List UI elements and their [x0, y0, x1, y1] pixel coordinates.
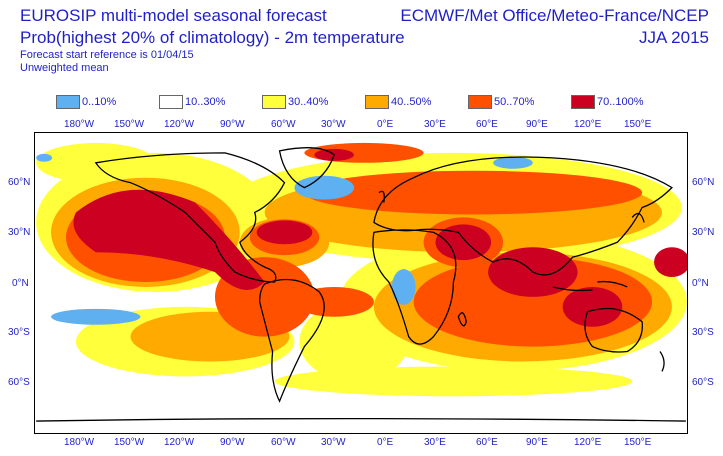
lon-tick-top-5: 30°W: [321, 119, 346, 130]
lon-tick-top-4: 60°W: [271, 119, 296, 130]
legend-label-5: 70..100%: [597, 96, 644, 108]
lon-tick-top-9: 90°E: [526, 119, 548, 130]
africa-coast: [372, 229, 457, 345]
legend-label-1: 10..30%: [185, 96, 226, 108]
lon-tick-top-10: 120°E: [574, 119, 602, 130]
uk-coast: [378, 190, 385, 203]
eurasia-coast: [373, 156, 673, 276]
lon-tick-top-11: 150°E: [624, 119, 652, 130]
legend-swatch-0: [56, 95, 80, 109]
greenland-coast: [278, 147, 335, 189]
japan-coast: [631, 212, 645, 223]
legend-swatch-4: [468, 95, 492, 109]
lon-tick-bottom-3: 90°W: [220, 437, 245, 448]
indonesia-coast: [552, 280, 628, 292]
south-america-coast: [259, 278, 325, 403]
legend-swatch-5: [571, 95, 595, 109]
map-subtitle: Prob(highest 20% of climatology) - 2m te…: [20, 28, 405, 47]
lon-tick-bottom-4: 60°W: [271, 437, 296, 448]
lon-tick-bottom-6: 0°E: [377, 437, 394, 448]
season-label: JJA 2015: [639, 28, 709, 47]
forecast-reference: Forecast start reference is 01/04/15: [20, 49, 194, 61]
lon-tick-top-1: 150°W: [114, 119, 145, 130]
probability-map: [34, 132, 688, 434]
lon-tick-top-0: 180°W: [64, 119, 95, 130]
australia-coast: [584, 307, 643, 353]
lon-tick-bottom-1: 150°W: [114, 437, 145, 448]
lon-tick-top-6: 0°E: [377, 119, 394, 130]
map-title: EUROSIP multi-model seasonal forecast: [20, 6, 327, 25]
legend-swatch-2: [262, 95, 286, 109]
lat-tick-right-2: 0°N: [692, 278, 709, 289]
lat-tick-left-2: 0°N: [12, 278, 29, 289]
antarctica-coast: [36, 417, 686, 422]
lat-tick-left-0: 60°N: [8, 177, 31, 188]
lon-tick-bottom-5: 30°W: [321, 437, 346, 448]
north-america-coast: [94, 152, 286, 283]
new-zealand-coast: [659, 351, 665, 372]
lon-tick-bottom-0: 180°W: [64, 437, 95, 448]
lat-tick-left-4: 60°S: [8, 377, 30, 388]
legend-swatch-3: [365, 95, 389, 109]
lon-tick-top-8: 60°E: [476, 119, 498, 130]
lon-tick-top-3: 90°W: [220, 119, 245, 130]
lon-tick-bottom-2: 120°W: [164, 437, 195, 448]
lat-tick-left-3: 30°S: [8, 327, 30, 338]
lat-tick-right-3: 30°S: [692, 327, 714, 338]
lat-tick-left-1: 30°N: [8, 227, 31, 238]
coastlines: [36, 147, 686, 422]
blue-fields: [36, 153, 533, 325]
lat-tick-right-1: 30°N: [692, 227, 715, 238]
lon-tick-bottom-10: 120°E: [574, 437, 602, 448]
lon-tick-top-7: 30°E: [424, 119, 446, 130]
legend-swatch-1: [159, 95, 183, 109]
lon-tick-bottom-8: 60°E: [476, 437, 498, 448]
legend-label-4: 50..70%: [494, 96, 535, 108]
lon-tick-bottom-9: 90°E: [526, 437, 548, 448]
madagascar-coast: [457, 312, 467, 327]
legend-label-2: 30..40%: [288, 96, 329, 108]
lon-tick-bottom-7: 30°E: [424, 437, 446, 448]
lat-tick-right-4: 60°S: [692, 377, 714, 388]
legend-label-0: 0..10%: [82, 96, 117, 108]
mean-note: Unweighted mean: [20, 62, 109, 74]
lat-tick-right-0: 60°N: [692, 177, 715, 188]
centres-label: ECMWF/Met Office/Meteo-France/NCEP: [400, 6, 709, 25]
lon-tick-top-2: 120°W: [164, 119, 195, 130]
legend-label-3: 40..50%: [391, 96, 432, 108]
lon-tick-bottom-11: 150°E: [624, 437, 652, 448]
